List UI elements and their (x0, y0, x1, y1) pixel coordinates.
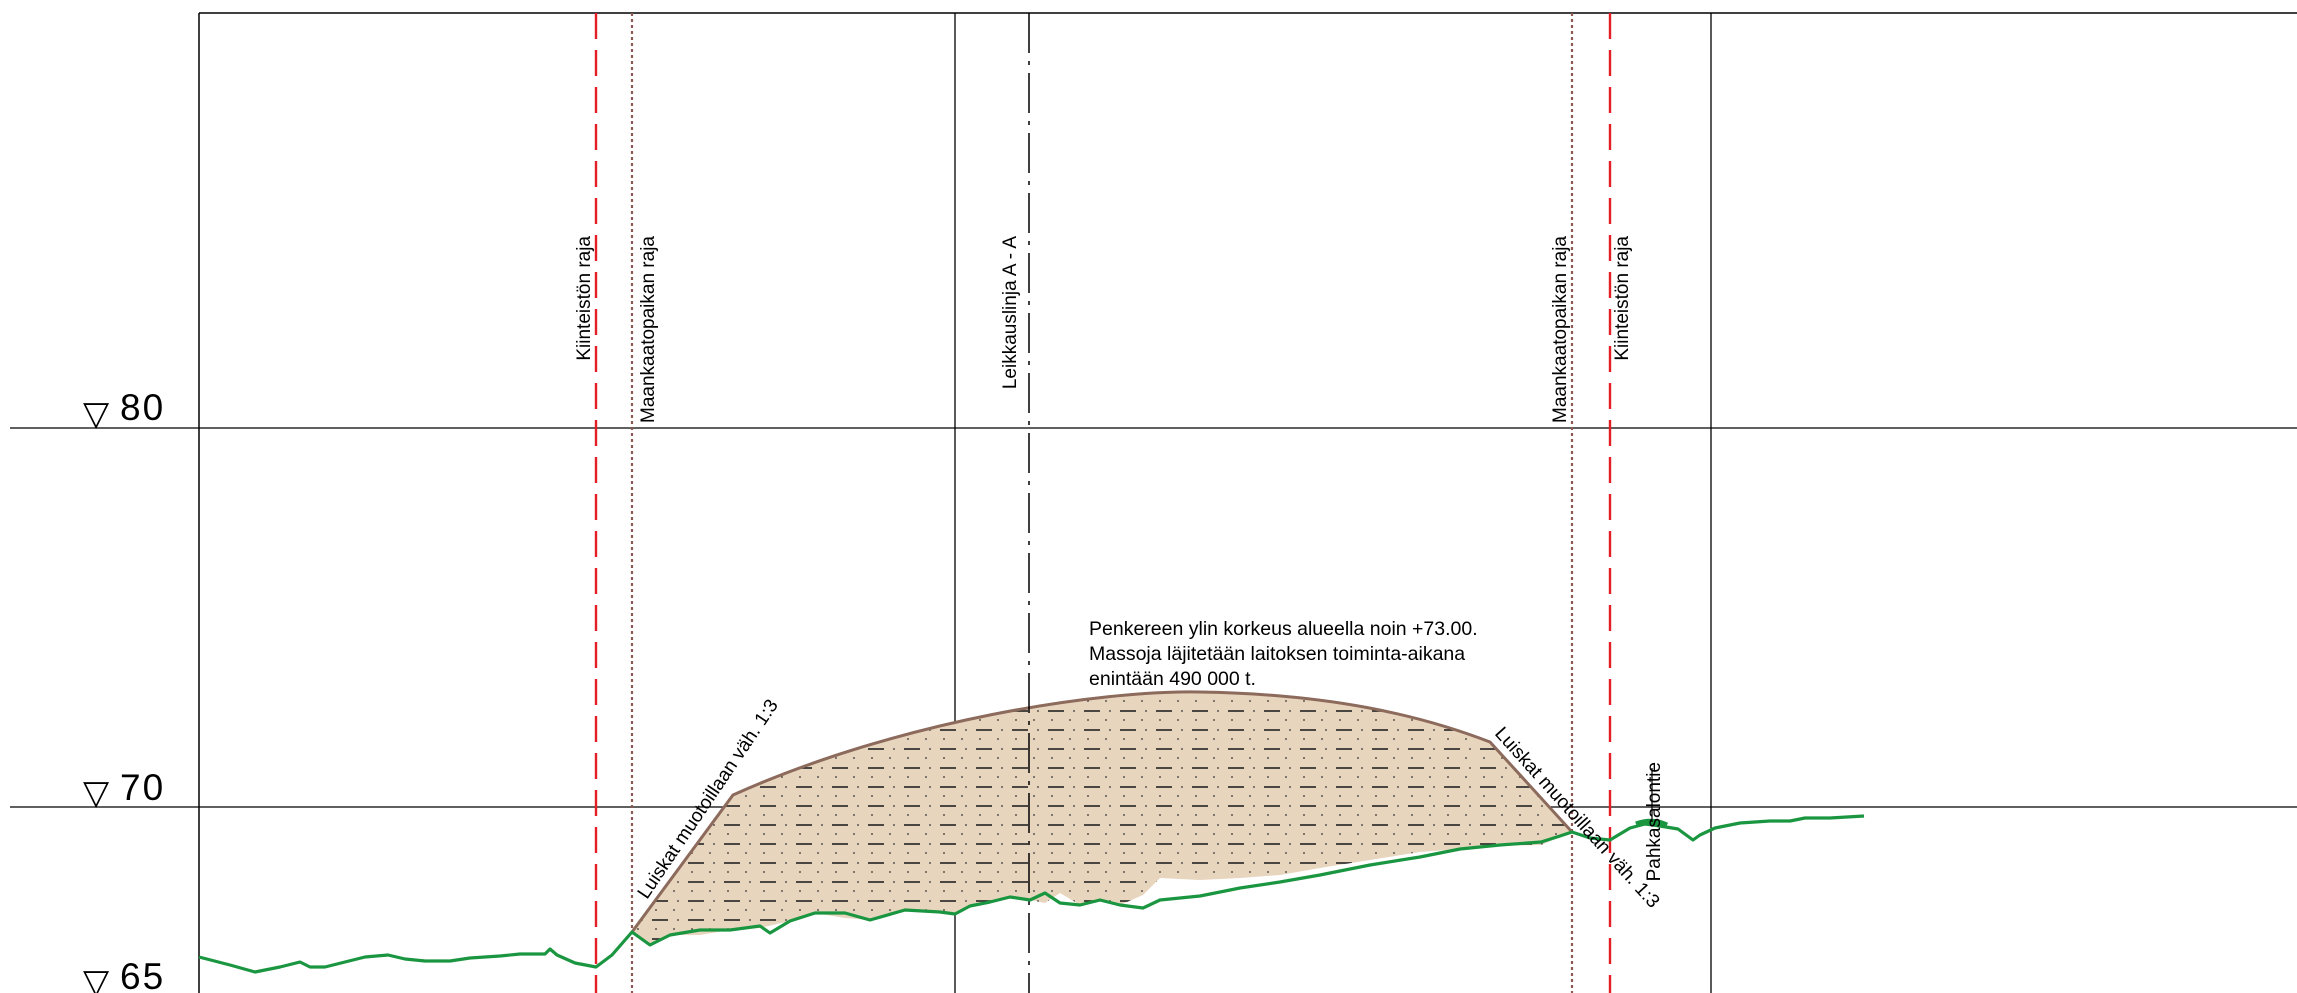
section-line-label: Leikkauslinja A - A (1000, 236, 1021, 389)
extraction-boundary-left-label: Maankaatopaikan raja (638, 236, 659, 423)
ground-line (198, 814, 1865, 974)
embankment-outline (630, 690, 1574, 933)
elevation-70-marker-icon: ▽ (83, 773, 110, 813)
note-line-3: enintään 490 000 t. (1089, 668, 1256, 690)
elevation-65-marker-icon: ▽ (83, 962, 110, 993)
embankment-fill (632, 691, 1572, 945)
property-boundary-right-label: Kiinteistön raja (1612, 236, 1633, 361)
note-line-1: Penkereen ylin korkeus alueella noin +73… (1089, 618, 1478, 640)
property-boundary-left-label: Kiinteistön raja (574, 236, 595, 361)
elevation-80-marker-icon: ▽ (83, 394, 110, 434)
road-label: Pahkasalontie (1644, 762, 1665, 881)
elevation-65-label: 65 (120, 956, 165, 993)
elevation-70-label: 70 (120, 767, 165, 808)
elevation-80-label: 80 (120, 387, 165, 428)
note-line-2: Massoja läjitetään laitoksen toiminta-ai… (1089, 643, 1465, 665)
extraction-boundary-right-label: Maankaatopaikan raja (1550, 236, 1571, 423)
